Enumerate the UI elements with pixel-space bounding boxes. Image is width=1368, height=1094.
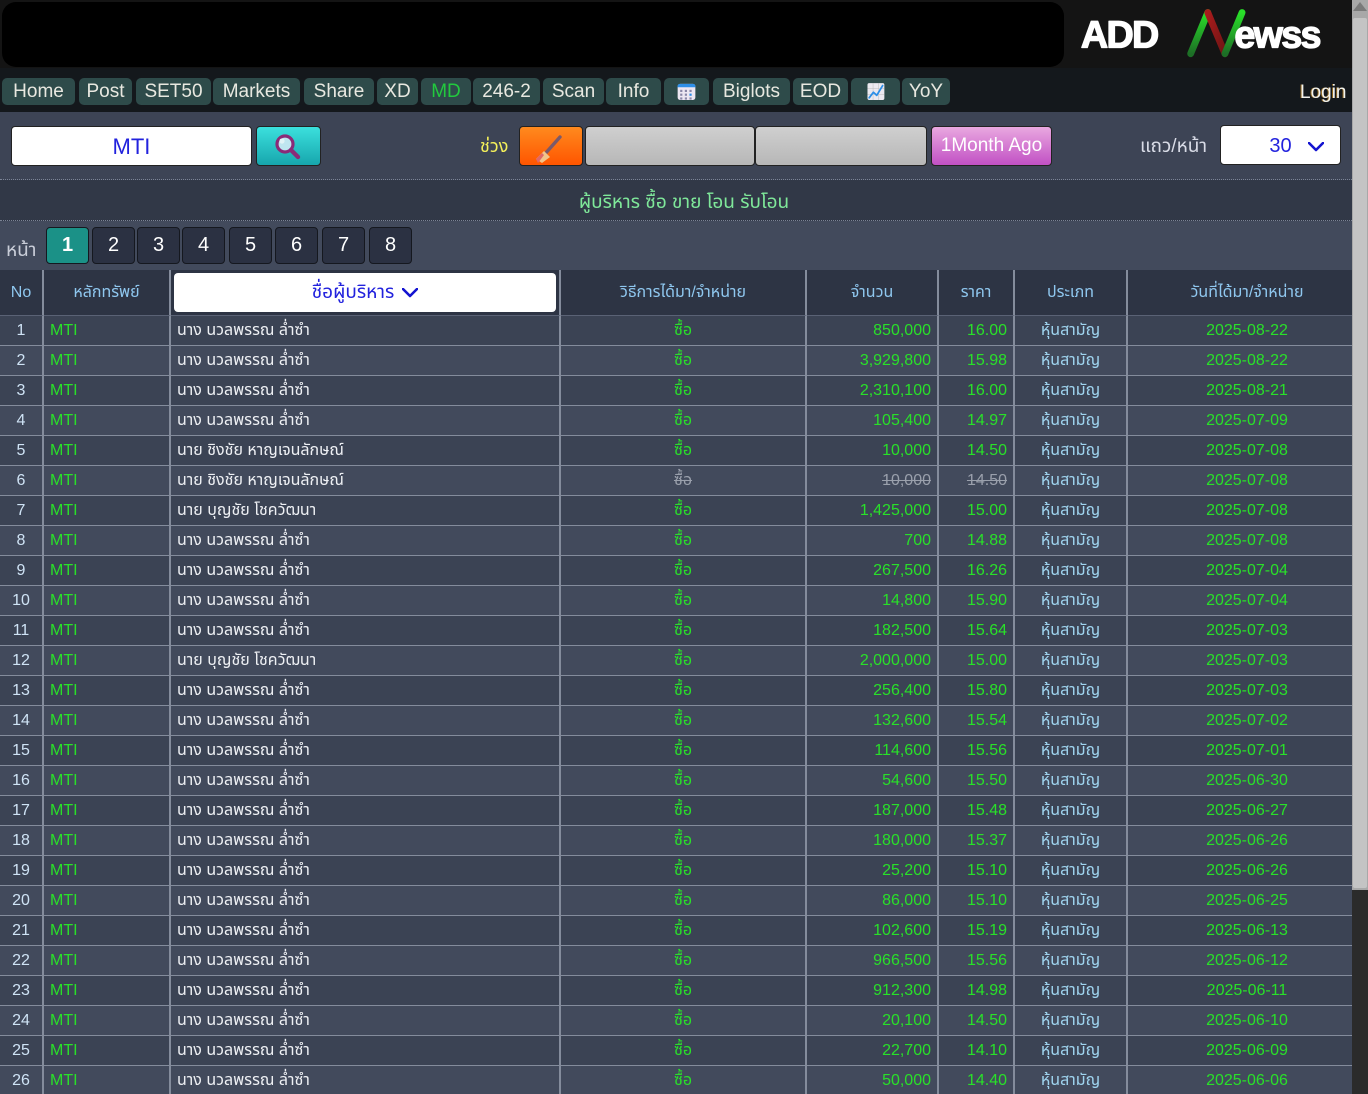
- svg-text:ADD: ADD: [1081, 14, 1158, 56]
- svg-text:ewss: ewss: [1234, 14, 1320, 56]
